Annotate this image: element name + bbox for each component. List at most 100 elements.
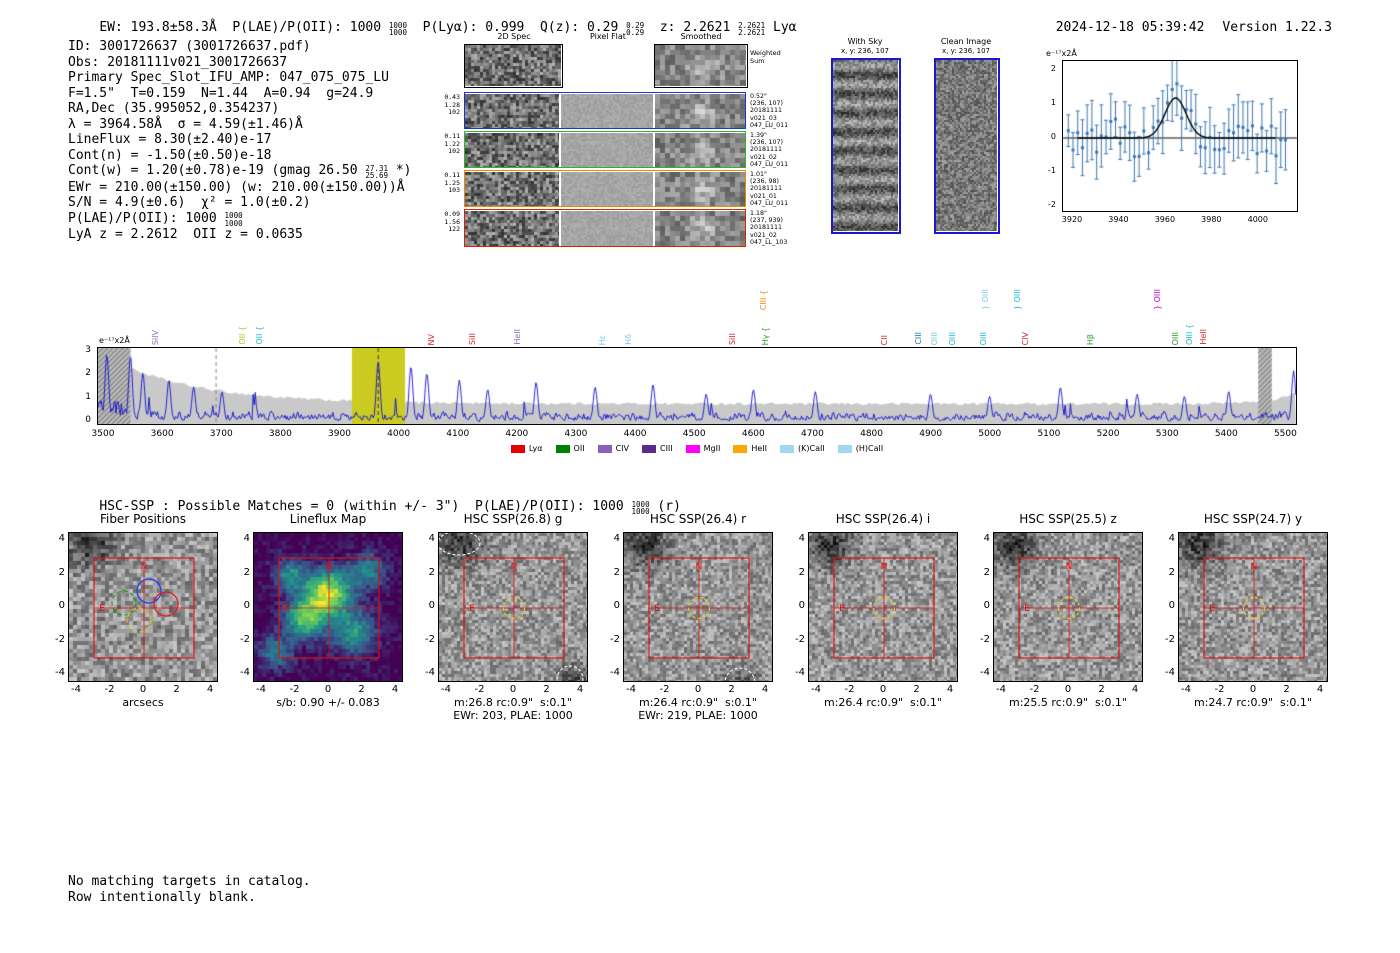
emission-line-label: CIII { bbox=[758, 289, 768, 310]
cutout-ytick: -4 bbox=[980, 667, 990, 678]
compass-east: E bbox=[1024, 604, 1030, 614]
cutout-ytick: 4 bbox=[428, 533, 435, 544]
withsky-title: With Sky bbox=[847, 37, 883, 46]
row-scale-labels: 0.11 1.22 102 bbox=[444, 132, 460, 155]
emission-line-label: OIII bbox=[948, 331, 958, 345]
row-scale-labels: 0.43 1.28 102 bbox=[444, 93, 460, 116]
smoothed-strip bbox=[655, 171, 745, 206]
info-id: ID: 3001726637 (3001726637.pdf) bbox=[68, 39, 311, 54]
smoothed-strip bbox=[655, 93, 745, 128]
cutout-ytick: 0 bbox=[613, 600, 620, 611]
cutout-ytick: 0 bbox=[983, 600, 990, 611]
ew-plae-values: EW: 193.8±58.3Å P(LAE)/P(OII): 1000 bbox=[99, 20, 389, 35]
withsky-image-frame bbox=[831, 58, 901, 234]
legend-swatch bbox=[733, 444, 748, 453]
cutout-ytick: -4 bbox=[240, 667, 250, 678]
legend-item: OII bbox=[555, 444, 585, 453]
legend-label: OII bbox=[573, 444, 585, 453]
spectrum-xtick: 3500 bbox=[91, 429, 115, 439]
cutout-xtick: -4 bbox=[811, 684, 821, 695]
cutout-overlay: NE bbox=[93, 557, 195, 659]
spectrum-xtick: 5400 bbox=[1214, 429, 1238, 439]
legend-swatch bbox=[837, 444, 852, 453]
pixelflat-strip bbox=[561, 210, 653, 246]
legend-swatch bbox=[510, 444, 525, 453]
cleanimage-coords: x, y: 236, 107 bbox=[942, 47, 990, 55]
spectrum-xtick: 5300 bbox=[1155, 429, 1179, 439]
aperture-circle bbox=[1242, 596, 1266, 620]
compass-north: N bbox=[1251, 562, 1258, 572]
cutout-xtick: -4 bbox=[71, 684, 81, 695]
smoothed-strip bbox=[655, 210, 745, 246]
emission-line-label: HeII bbox=[1198, 329, 1208, 345]
legend-label: HeII bbox=[751, 444, 768, 453]
cutout-ytick: -2 bbox=[1165, 633, 1175, 645]
cutout-xtick: -2 bbox=[474, 684, 485, 695]
emission-line-label: SiII bbox=[728, 332, 738, 345]
summary-header: EW: 193.8±58.3Å P(LAE)/P(OII): 1000 1000… bbox=[68, 5, 796, 52]
cutout-xtick: 2 bbox=[913, 684, 920, 695]
emission-line-label: Hδ bbox=[624, 334, 634, 345]
smoothed-image bbox=[655, 45, 746, 86]
qz-fraction: 0.29 0.29 bbox=[626, 20, 645, 37]
emission-line-label: } OIII bbox=[981, 288, 991, 310]
info-fiber-stats: F=1.5" T=0.159 N=1.44 A=0.94 g=24.9 bbox=[68, 85, 374, 101]
emission-line-label: OIII bbox=[978, 331, 988, 345]
withsky-coords: x, y: 236, 107 bbox=[841, 47, 889, 55]
pixelflat-strip bbox=[561, 171, 653, 206]
cutout-title: HSC SSP(26.8) g bbox=[463, 512, 563, 526]
cutout-caption: m:26.4 rc:0.9" s:0.1" bbox=[824, 696, 942, 709]
emission-line-label: HeII bbox=[513, 329, 523, 345]
legend-label: (K)CaII bbox=[798, 444, 825, 453]
info-plae: P(LAE)/P(OII): 1000 1000 1000 bbox=[68, 211, 411, 228]
2dspec-image bbox=[465, 45, 561, 86]
emission-line-label: OII { bbox=[255, 326, 265, 345]
cutout-ytick: 4 bbox=[58, 533, 65, 544]
legend-item: (K)CaII bbox=[780, 444, 825, 453]
spectrum-xtick: 3600 bbox=[150, 429, 174, 439]
fiber-circle-blue bbox=[136, 578, 162, 604]
report-version: Version 1.22.3 bbox=[1222, 20, 1332, 35]
z-value: z: 2.2621 bbox=[644, 20, 739, 35]
2dspec-strip bbox=[465, 93, 559, 128]
compass-east: E bbox=[99, 604, 105, 614]
catalog-matches-line: HSC-SSP : Possible Matches = 0 (within +… bbox=[68, 484, 681, 531]
cutout-xtick: 0 bbox=[1064, 684, 1072, 695]
footer-line2: Row intentionally blank. bbox=[68, 889, 256, 905]
compass-north: N bbox=[511, 562, 518, 572]
compass-east: E bbox=[839, 604, 845, 614]
cutout-overlay: NE bbox=[278, 557, 380, 659]
spec2d-row bbox=[464, 131, 746, 168]
cutout-xtick: 4 bbox=[576, 684, 584, 695]
cutout-ytick: 4 bbox=[613, 533, 620, 544]
legend-item: CIV bbox=[597, 444, 629, 453]
fit-ylabel: e⁻¹⁷x2Å bbox=[1046, 49, 1077, 58]
cutout-caption: m:26.8 rc:0.9" s:0.1" bbox=[454, 696, 572, 709]
info-redshifts: LyA z = 2.2612 OII z = 0.0635 bbox=[68, 227, 303, 242]
cutout-ytick: -2 bbox=[55, 633, 65, 645]
cutout-ytick: 4 bbox=[983, 533, 990, 544]
cutout-title: HSC SSP(26.4) i bbox=[835, 512, 931, 526]
cutout-ytick: 0 bbox=[58, 600, 65, 611]
cutout-xtick: -2 bbox=[659, 684, 670, 695]
gmag-fraction: 27.31 25.69 bbox=[365, 163, 388, 180]
info-cont-w-suffix: *) bbox=[388, 163, 412, 178]
spectrum-xtick: 4800 bbox=[860, 429, 883, 439]
spectrum-plot bbox=[98, 348, 1296, 424]
cutout-title: Fiber Positions bbox=[99, 512, 187, 526]
cutout-title: HSC SSP(26.4) r bbox=[649, 512, 747, 526]
fit-ytick: -1 bbox=[1048, 166, 1056, 175]
fiber-circle-yellow bbox=[126, 607, 152, 633]
emission-line-label: CIII bbox=[913, 332, 923, 345]
col-header-smoothed: Smoothed bbox=[680, 32, 722, 41]
cutout-xtick: 0 bbox=[1249, 684, 1257, 695]
spectrum-xtick: 5500 bbox=[1273, 429, 1297, 439]
cutout-xtick: 2 bbox=[358, 684, 365, 695]
cutout-xtick: -2 bbox=[289, 684, 300, 695]
cutout-ytick: 0 bbox=[798, 600, 805, 611]
source-ellipse bbox=[439, 533, 481, 556]
source-circle bbox=[724, 667, 756, 681]
spectrum-xtick: 4000 bbox=[387, 429, 411, 439]
